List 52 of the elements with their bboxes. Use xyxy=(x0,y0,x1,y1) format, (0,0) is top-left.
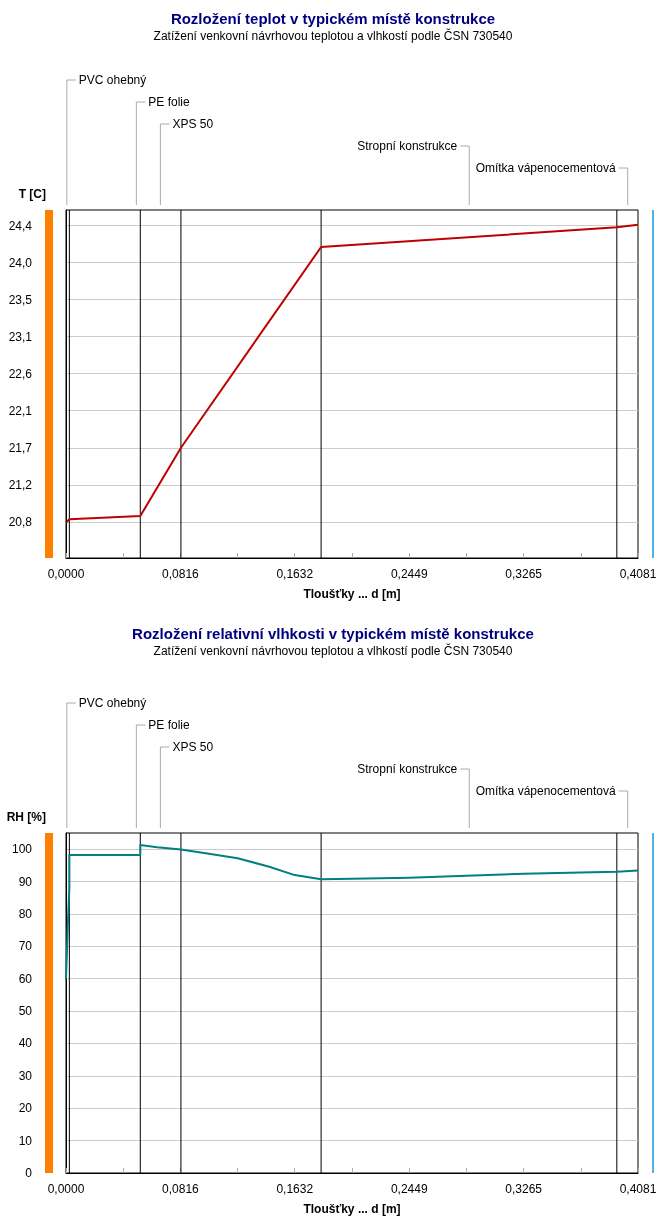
text: PE folie xyxy=(148,718,191,732)
text: Stropní konstrukce xyxy=(357,762,458,776)
x-tick-label: 0,4081 xyxy=(619,567,657,581)
text: PVC ohebný xyxy=(78,696,147,710)
x-tick-label: 0,3265 xyxy=(505,567,543,581)
text: XPS 50 xyxy=(172,117,214,131)
x-tick-label: 0,1632 xyxy=(276,567,314,581)
y-tick-label: 24,0 xyxy=(8,255,33,270)
x-tick-label: 0,0816 xyxy=(162,567,200,581)
text: Omítka vápenocementová xyxy=(475,161,617,175)
chart-title: Rozložení teplot v typickém místě konstrukce xyxy=(170,10,496,27)
x-axis-title: Tloušťky ... d [m] xyxy=(303,587,401,601)
y-tick-label: 10 xyxy=(18,1133,33,1148)
y-tick-label: 50 xyxy=(18,1004,33,1019)
y-tick-label: 22,6 xyxy=(8,366,33,381)
text: PE folie xyxy=(148,95,191,109)
x-tick-label: 0,2449 xyxy=(390,567,428,581)
y-tick-label: 22,1 xyxy=(8,403,33,418)
y-tick-label: 30 xyxy=(18,1068,33,1083)
x-tick-label: 0,4081 xyxy=(619,1182,657,1196)
y-tick-label: 21,2 xyxy=(8,477,33,492)
y-tick-label: 70 xyxy=(18,939,33,954)
x-tick-label: 0,0000 xyxy=(47,1182,85,1196)
y-tick-label: 80 xyxy=(18,906,33,921)
text: Stropní konstrukce xyxy=(357,139,458,153)
text: XPS 50 xyxy=(172,740,214,754)
y-tick-label: 20 xyxy=(18,1101,33,1116)
y-tick-label: 40 xyxy=(18,1036,33,1051)
y-tick-label: 90 xyxy=(18,874,33,889)
x-tick-label: 0,1632 xyxy=(276,1182,314,1196)
x-tick-label: 0,0816 xyxy=(162,1182,200,1196)
x-tick-label: 0,2449 xyxy=(390,1182,428,1196)
y-tick-label: 0 xyxy=(25,1166,33,1180)
y-tick-label: 20,8 xyxy=(8,514,33,529)
y-axis-title: RH [%] xyxy=(6,810,46,824)
y-axis-title: T [C] xyxy=(18,187,46,201)
chart-subtitle: Zatížení venkovní návrhovou teplotou a vlhkostí podle ČSN 730540 xyxy=(153,643,513,658)
text: Omítka vápenocementová xyxy=(475,784,617,798)
y-tick-label: 21,7 xyxy=(8,440,33,455)
x-axis-title: Tloušťky ... d [m] xyxy=(303,1202,401,1216)
y-tick-label: 23,5 xyxy=(8,292,33,307)
chart-subtitle: Zatížení venkovní návrhovou teplotou a vlhkostí podle ČSN 730540 xyxy=(153,28,513,43)
x-tick-label: 0,0000 xyxy=(47,567,85,581)
y-tick-label: 100 xyxy=(11,842,33,857)
x-tick-label: 0,3265 xyxy=(505,1182,543,1196)
line-series xyxy=(65,843,639,980)
y-tick-label: 23,1 xyxy=(8,329,33,344)
y-tick-label: 60 xyxy=(18,971,33,986)
chart-title: Rozložení relativní vlhkosti v typickém místě konstrukce xyxy=(132,625,534,642)
text: PVC ohebný xyxy=(78,73,147,87)
y-tick-label: 24,4 xyxy=(8,218,33,233)
line-series xyxy=(65,223,639,524)
